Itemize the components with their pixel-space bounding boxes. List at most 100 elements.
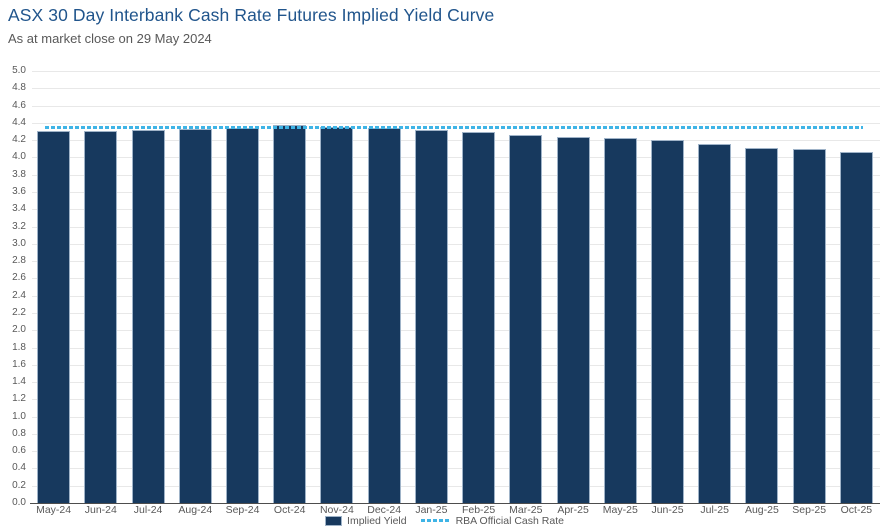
bar xyxy=(414,129,448,503)
gridline xyxy=(32,312,880,314)
y-tick-label: 2.2 xyxy=(12,306,26,318)
bar xyxy=(84,130,118,503)
gridline xyxy=(32,451,880,453)
bar xyxy=(745,147,779,503)
gridline xyxy=(32,88,880,90)
y-tick-label: 2.6 xyxy=(12,272,26,284)
gridline xyxy=(32,209,880,211)
x-tick-label: Jun-25 xyxy=(651,504,684,516)
bar xyxy=(698,144,732,503)
x-tick-label: Sep-24 xyxy=(225,504,260,516)
legend-label-rba-cash-rate: RBA Official Cash Rate xyxy=(455,514,564,527)
y-tick-label: 1.2 xyxy=(12,393,26,405)
y-tick-label: 4.6 xyxy=(12,99,26,111)
gridline xyxy=(32,399,880,401)
y-tick-label: 1.6 xyxy=(12,358,26,370)
x-tick-label: Jan-25 xyxy=(415,504,448,516)
gridline xyxy=(32,468,880,470)
y-tick-label: 1.8 xyxy=(12,341,26,353)
gridline xyxy=(32,330,880,332)
bar xyxy=(320,127,354,503)
y-tick-label: 3.2 xyxy=(12,220,26,232)
bar xyxy=(462,131,496,503)
x-tick-label: Apr-25 xyxy=(557,504,589,516)
bar xyxy=(226,128,259,503)
y-axis: 0.0 0.2 0.4 0.6 0.8 1.0 1.2 1.4 1.6 1.8 2.0 2.2 2.4 2… xyxy=(0,66,26,508)
bar xyxy=(178,128,212,503)
gridline xyxy=(32,278,880,280)
x-tick-label: Jun-24 xyxy=(84,504,117,516)
bar xyxy=(839,152,873,503)
gridline xyxy=(32,122,880,124)
gridline xyxy=(32,295,880,297)
plot-area xyxy=(30,71,880,504)
chart-subtitle: As at market close on 29 May 2024 xyxy=(8,31,212,46)
y-tick-label: 3.0 xyxy=(12,237,26,249)
y-tick-label: 0.4 xyxy=(12,462,26,474)
gridline xyxy=(32,140,880,142)
y-tick-label: 4.0 xyxy=(12,151,26,163)
gridline xyxy=(32,71,880,72)
y-tick-label: 0.2 xyxy=(12,479,26,491)
gridline xyxy=(32,192,880,193)
bar xyxy=(603,138,637,503)
x-tick-label: Aug-24 xyxy=(178,504,213,516)
gridline xyxy=(32,485,880,487)
y-tick-label: 1.4 xyxy=(12,376,26,387)
y-tick-label: 2.4 xyxy=(12,289,26,301)
gridline xyxy=(32,243,880,245)
x-tick-label: May-25 xyxy=(602,504,638,516)
x-tick-label: Dec-24 xyxy=(367,504,402,516)
bar xyxy=(273,125,307,503)
gridline xyxy=(32,347,880,349)
y-tick-label: 0.8 xyxy=(12,427,26,439)
bar xyxy=(556,136,590,503)
x-axis: May-24 Jun-24 Jul-24 Aug-24 Sep-24 Oct-24 Nov-… xyxy=(30,505,880,517)
x-tick-label: Oct-24 xyxy=(273,504,306,516)
gridline xyxy=(32,261,880,263)
gridline xyxy=(32,416,880,418)
y-tick-label: 5.0 xyxy=(12,65,26,76)
legend-item-rba-cash-rate: RBA Official Cash Rate xyxy=(420,514,564,527)
x-tick-label: Oct-25 xyxy=(840,504,873,516)
x-tick-label: May-24 xyxy=(36,504,72,516)
x-tick-label: Feb-25 xyxy=(461,504,496,516)
bar xyxy=(509,134,543,503)
bar xyxy=(367,128,401,503)
x-tick-label: Nov-24 xyxy=(319,504,354,516)
gridline xyxy=(32,226,880,228)
y-tick-label: 2.0 xyxy=(12,324,26,336)
legend-item-implied-yield: Implied Yield xyxy=(325,515,407,527)
y-tick-label: 4.8 xyxy=(12,82,26,94)
gridline xyxy=(32,174,880,176)
y-tick-label: 4.2 xyxy=(12,134,26,146)
bar xyxy=(792,148,826,503)
legend-label-implied-yield: Implied Yield xyxy=(347,514,407,527)
gridline xyxy=(32,433,880,435)
x-tick-label: Sep-25 xyxy=(792,504,827,516)
x-tick-label: Mar-25 xyxy=(509,504,543,516)
gridline xyxy=(32,382,880,383)
bar xyxy=(131,129,165,503)
y-tick-label: 0.6 xyxy=(12,445,26,457)
y-tick-label: 1.0 xyxy=(12,410,26,422)
x-tick-label: Jul-25 xyxy=(700,504,729,516)
gridline xyxy=(32,105,880,107)
y-tick-label: 0.0 xyxy=(12,497,26,508)
gridline xyxy=(32,157,880,159)
gridline xyxy=(32,364,880,366)
rba-dashed-line-swatch-icon xyxy=(420,519,451,522)
bar xyxy=(37,130,71,503)
implied-yield-swatch-icon xyxy=(325,515,343,526)
bar xyxy=(651,140,684,503)
y-tick-label: 4.4 xyxy=(12,116,26,128)
legend: Implied Yield RBA Official Cash Rate xyxy=(0,514,889,527)
y-tick-label: 3.4 xyxy=(12,203,26,215)
y-tick-label: 3.6 xyxy=(12,186,26,197)
x-tick-label: Aug-25 xyxy=(744,504,779,516)
rba-cash-rate-line xyxy=(45,126,863,130)
chart-title: ASX 30 Day Interbank Cash Rate Futures I… xyxy=(8,5,495,25)
y-tick-label: 2.8 xyxy=(12,255,26,267)
x-tick-label: Jul-24 xyxy=(133,504,163,516)
